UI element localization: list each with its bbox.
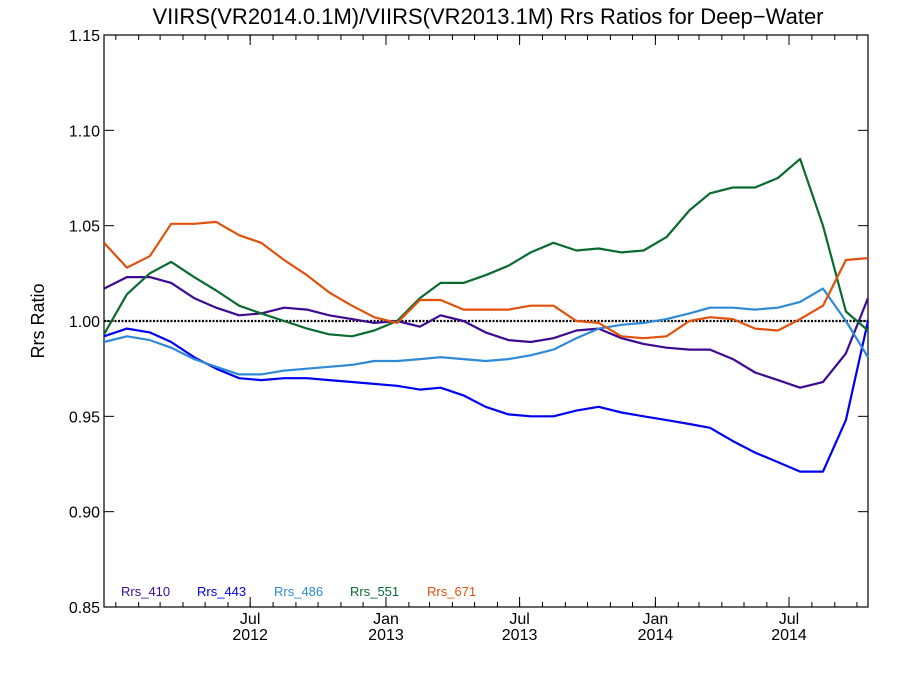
y-tick-label: 1.15 — [69, 28, 100, 45]
legend-item-rrs-410: Rrs_410 — [121, 584, 170, 599]
x-tick-label-year: 2014 — [771, 627, 807, 644]
series-line-rrs-410 — [103, 276, 870, 389]
x-tick-label-month: Jan — [373, 611, 399, 628]
x-tick-label-month: Jul — [240, 611, 260, 628]
x-tick-label-year: 2013 — [502, 627, 538, 644]
x-tick-label-year: 2014 — [638, 627, 674, 644]
series-layer — [103, 157, 870, 473]
legend-item-rrs-671: Rrs_671 — [427, 584, 476, 599]
legend-item-rrs-486: Rrs_486 — [274, 584, 323, 599]
y-axis: 0.85 0.90 0.95 1.00 1.05 1.10 1.15 — [69, 28, 868, 617]
y-axis-label: Rrs Ratio — [28, 283, 48, 358]
x-tick-label-month: Jul — [509, 611, 529, 628]
y-tick-label: 1.05 — [69, 219, 100, 236]
legend-item-rrs-551: Rrs_551 — [350, 584, 399, 599]
y-tick-label: 0.90 — [69, 505, 100, 522]
y-tick-label: 1.00 — [69, 314, 100, 331]
x-tick-label-year: 2012 — [232, 627, 268, 644]
legend-item-rrs-443: Rrs_443 — [197, 584, 246, 599]
series-line-rrs-486 — [103, 287, 869, 376]
y-tick-label: 1.10 — [69, 123, 100, 140]
y-tick-label: 0.85 — [69, 600, 100, 617]
series-line-rrs-443 — [103, 320, 870, 473]
legend: Rrs_410 Rrs_443 Rrs_486 Rrs_551 Rrs_671 — [121, 584, 476, 599]
chart-title: VIIRS(VR2014.0.1M)/VIIRS(VR2013.1M) Rrs … — [152, 4, 823, 29]
series-line-rrs-551 — [103, 157, 869, 338]
y-tick-label: 0.95 — [69, 409, 100, 426]
x-tick-label-month: Jul — [779, 611, 799, 628]
x-tick-label-year: 2013 — [368, 627, 404, 644]
x-tick-label-month: Jan — [643, 611, 669, 628]
series-line-rrs-671 — [103, 220, 869, 340]
